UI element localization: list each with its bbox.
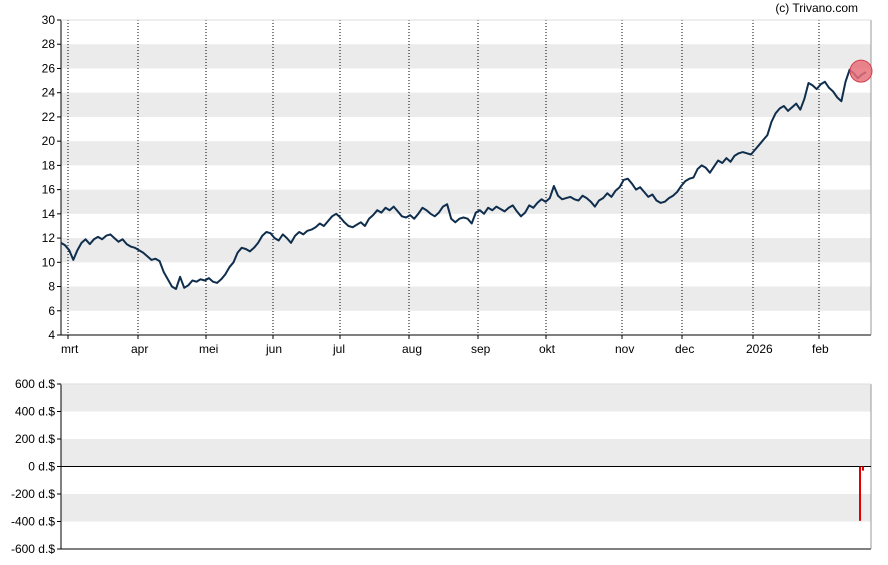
y-tick-label: 22: [42, 110, 56, 124]
y-tick-label: 8: [48, 280, 55, 294]
x-tick-label: dec: [675, 342, 694, 356]
volume-bar: [859, 466, 861, 521]
volume-y-tick-label: 200 d.$: [15, 432, 55, 446]
y-tick-label: 24: [42, 86, 56, 100]
x-tick-label: jul: [332, 342, 345, 356]
volume-band: [61, 439, 871, 467]
copyright-label: (c) Trivano.com: [775, 1, 858, 15]
y-tick-label: 28: [42, 37, 56, 51]
volume-y-tick-label: 600 d.$: [15, 377, 55, 391]
volume-band: [61, 384, 871, 412]
x-tick-label: okt: [539, 342, 556, 356]
y-tick-label: 12: [42, 231, 56, 245]
volume-bar: [862, 466, 864, 471]
x-tick-label: jun: [265, 342, 282, 356]
y-tick-label: 16: [42, 183, 56, 197]
x-tick-label: aug: [402, 342, 422, 356]
volume-y-tick-label: -400 d.$: [11, 515, 55, 529]
volume-y-tick-label: -600 d.$: [11, 542, 55, 556]
price-band: [61, 238, 871, 263]
volume-band: [61, 494, 871, 522]
x-tick-label: feb: [812, 342, 829, 356]
volume-y-tick-label: 400 d.$: [15, 405, 55, 419]
x-tick-label: sep: [471, 342, 491, 356]
x-tick-label: nov: [615, 342, 634, 356]
price-band: [61, 286, 871, 311]
y-tick-label: 6: [48, 304, 55, 318]
volume-y-tick-label: 0 d.$: [28, 460, 55, 474]
price-band: [61, 189, 871, 214]
y-tick-label: 20: [42, 134, 56, 148]
y-tick-label: 4: [48, 328, 55, 342]
x-tick-label: apr: [131, 342, 148, 356]
y-tick-label: 30: [42, 13, 56, 27]
x-tick-label: 2026: [746, 342, 773, 356]
volume-y-tick-label: -200 d.$: [11, 487, 55, 501]
y-tick-label: 14: [42, 207, 56, 221]
x-tick-label: mrt: [61, 342, 79, 356]
price-band: [61, 44, 871, 69]
last-price-marker: [849, 59, 873, 83]
x-tick-label: mei: [199, 342, 218, 356]
price-line: [60, 68, 867, 290]
y-tick-label: 10: [42, 255, 56, 269]
y-tick-label: 18: [42, 158, 56, 172]
price-band: [61, 92, 871, 117]
y-tick-label: 26: [42, 61, 56, 75]
price-band: [61, 141, 871, 166]
